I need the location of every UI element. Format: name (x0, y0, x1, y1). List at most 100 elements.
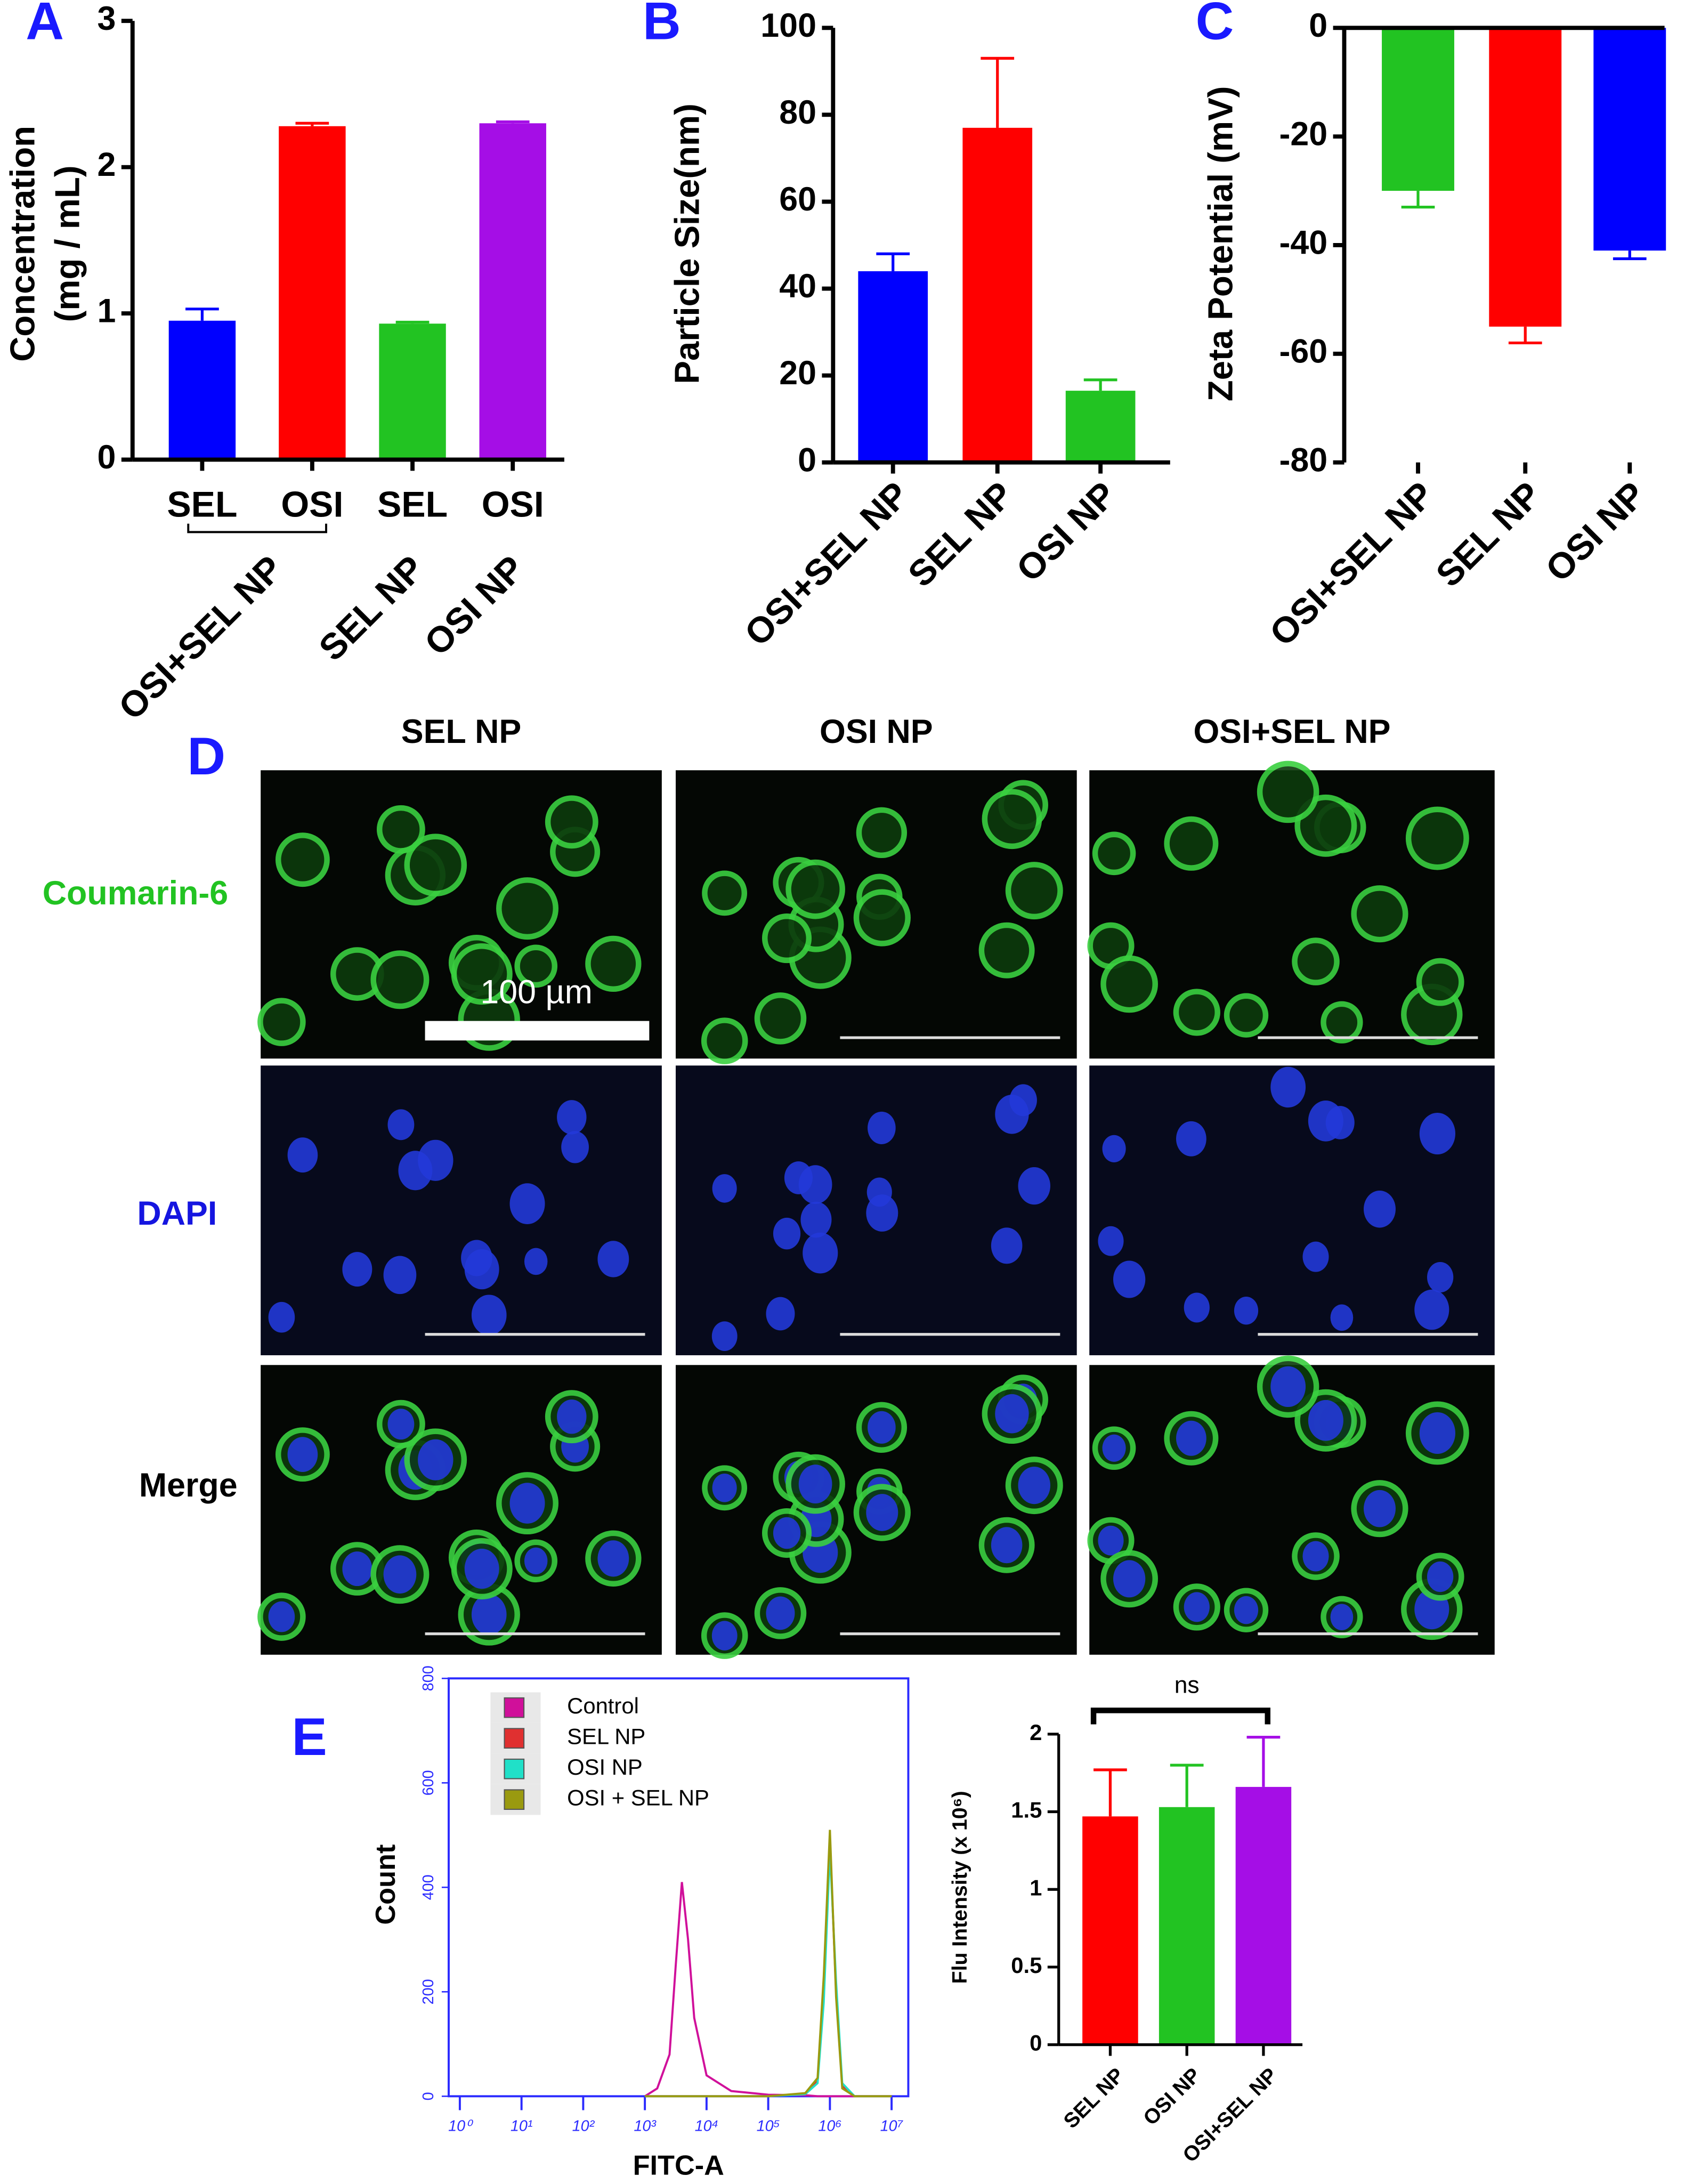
bar (479, 123, 546, 460)
cell-membrane (1173, 989, 1220, 1036)
cell-nucleus (418, 1139, 453, 1181)
cell-nucleus (464, 1249, 499, 1290)
row-label: Merge (139, 1467, 238, 1504)
cell-nucleus (1176, 1121, 1206, 1156)
cell-membrane (1092, 831, 1136, 876)
x-tick-label: 10⁷ (880, 2117, 904, 2134)
legend-label: Control (567, 1693, 639, 1718)
legend-swatch (504, 1789, 525, 1810)
legend-label: SEL NP (567, 1724, 645, 1749)
y-tick-label: 0 (1309, 7, 1327, 44)
x-tick-label: SEL (377, 484, 448, 524)
cell-nucleus (798, 1465, 832, 1504)
cell-nucleus (597, 1540, 629, 1577)
cell-membrane (451, 943, 513, 1005)
cell-nucleus (418, 1439, 453, 1481)
cell-membrane (982, 789, 1042, 850)
y-tick-label: 0 (420, 2092, 437, 2100)
y-tick-label: 1.5 (1011, 1798, 1042, 1823)
cell-nucleus (524, 1248, 548, 1275)
row-label: Coumarin-6 (43, 875, 228, 912)
cell-nucleus (383, 1256, 417, 1295)
cell-nucleus (712, 1174, 737, 1203)
y-tick-label: 2 (97, 146, 116, 183)
cell-nucleus (1330, 1604, 1354, 1631)
micrograph (676, 1065, 1077, 1355)
cell-nucleus (1308, 1101, 1343, 1142)
y-tick-label: 1 (97, 293, 116, 330)
error-bar (1170, 1764, 1204, 1807)
y-tick-label: 200 (420, 1979, 437, 2004)
cell-nucleus (387, 1409, 415, 1440)
cell-membrane (275, 832, 330, 887)
y-tick-label: -20 (1279, 116, 1327, 153)
cell-nucleus (1234, 1596, 1259, 1624)
cell-nucleus (524, 1547, 548, 1575)
cell-membrane (1224, 993, 1269, 1038)
group-bracket (187, 523, 327, 533)
cell-nucleus (557, 1100, 587, 1135)
cell-nucleus (766, 1297, 795, 1331)
cell-nucleus (803, 1232, 838, 1274)
y-tick-label: -80 (1279, 441, 1327, 479)
cell-nucleus (268, 1601, 295, 1632)
cell-membrane (257, 998, 306, 1046)
cell-membrane (514, 944, 558, 988)
y-tick-label: 400 (420, 1874, 437, 1900)
x-tick-label: 10³ (634, 2117, 657, 2134)
cell-nucleus (1364, 1190, 1396, 1228)
cell-nucleus (287, 1437, 318, 1473)
error-bar (295, 122, 329, 126)
y-tick-label: 20 (779, 354, 816, 392)
error-bar (185, 308, 219, 321)
bar (1382, 28, 1454, 191)
cell-membrane (545, 795, 598, 849)
cell-nucleus (991, 1527, 1023, 1564)
y-axis-label: Flu Intensity (x 10⁶) (949, 1791, 971, 1984)
bar (1235, 1786, 1292, 2045)
cell-nucleus (287, 1137, 318, 1173)
error-bar (1401, 191, 1435, 209)
cell-nucleus (766, 1596, 795, 1630)
cell-nucleus (1427, 1561, 1454, 1592)
cell-nucleus (464, 1548, 499, 1589)
cell-membrane (853, 889, 911, 947)
cell-nucleus (1113, 1260, 1146, 1298)
cell-nucleus (1330, 1304, 1354, 1331)
cell-nucleus (1098, 1525, 1124, 1556)
bar (858, 271, 928, 463)
cell-nucleus (1184, 1292, 1210, 1323)
micrograph (261, 1065, 662, 1355)
cell-nucleus (1414, 1289, 1449, 1330)
bar (1082, 1816, 1138, 2045)
cell-nucleus (1270, 1366, 1306, 1408)
cell-membrane (404, 834, 467, 896)
y-tick-label: 600 (420, 1770, 437, 1795)
x-tick-label: 10² (572, 2117, 595, 2134)
cell-nucleus (561, 1131, 589, 1163)
column-label: OSI+SEL NP (1193, 713, 1390, 750)
cell-nucleus (1184, 1592, 1210, 1622)
histogram-line (645, 1830, 892, 2098)
cell-membrane (856, 807, 908, 859)
legend-label: OSI NP (567, 1754, 643, 1779)
error-bar (981, 56, 1015, 128)
y-tick-label: 80 (779, 94, 816, 131)
cell-nucleus (1102, 1135, 1126, 1162)
bar (962, 127, 1033, 463)
cell-membrane (376, 805, 425, 854)
cell-membrane (1292, 937, 1340, 985)
cell-nucleus (1102, 1434, 1126, 1462)
bar (1065, 391, 1136, 463)
y-tick-label: 60 (779, 181, 816, 218)
y-tick-label: 0 (798, 441, 816, 479)
cell-nucleus (1302, 1541, 1329, 1572)
bar (279, 126, 346, 460)
cell-membrane (978, 922, 1035, 978)
cell-nucleus (866, 1194, 898, 1232)
cell-nucleus (1419, 1412, 1455, 1454)
error-bar (1246, 1736, 1281, 1787)
cell-nucleus (866, 1494, 898, 1531)
